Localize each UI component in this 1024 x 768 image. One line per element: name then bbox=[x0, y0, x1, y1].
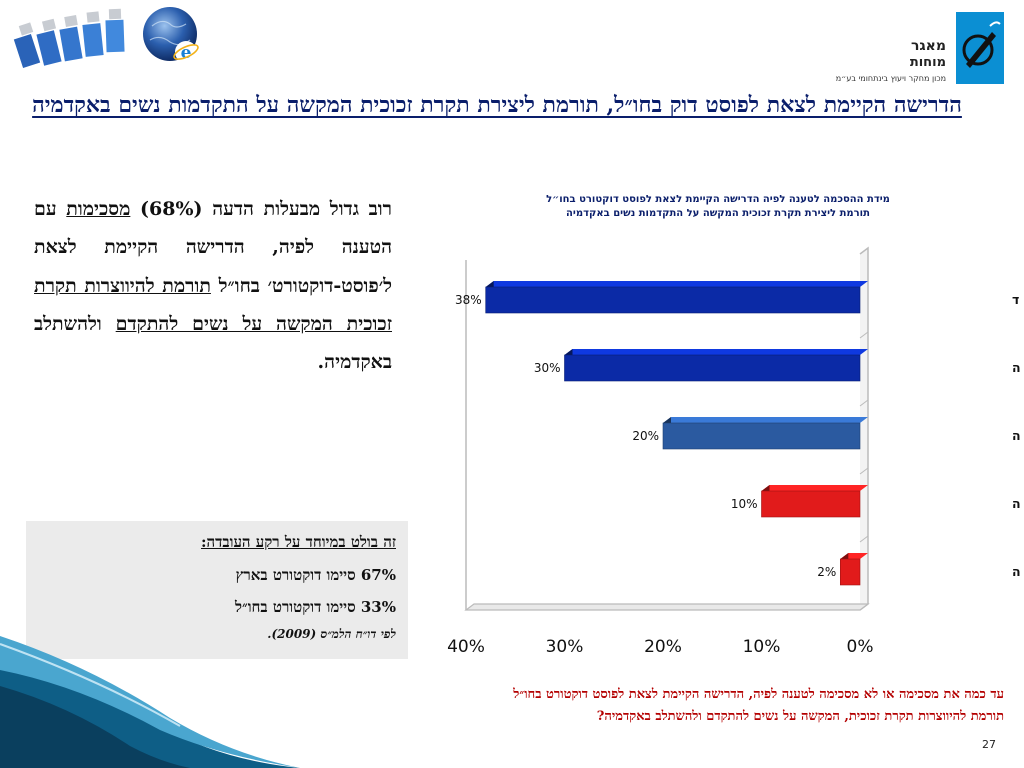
x-tick-label: 10% bbox=[743, 637, 781, 657]
usb-keys-art bbox=[13, 8, 125, 69]
wave-decoration bbox=[0, 636, 300, 768]
main-text-glass-ceiling-underlined: תורמת להיווצרות תקרת זכוכית המקשה על נשי… bbox=[34, 274, 392, 335]
info-box: זה בולט במיוחד על רקע העובדה: 67% סיימו … bbox=[26, 521, 408, 659]
chart-row-tick bbox=[859, 399, 869, 407]
bar-value-label: 10% bbox=[731, 497, 758, 511]
x-tick-label: 0% bbox=[847, 637, 874, 657]
question-line1: עד כמה את מסכימה או לא מסכימה לטענה לפיה… bbox=[513, 687, 1004, 702]
main-text-agree-underlined: מסכימות bbox=[66, 198, 131, 220]
main-text-part3: עם הטענה לפיה, הדרישה הקיימת לצאת ל׳פוסט… bbox=[34, 198, 392, 297]
category-label: לא מסכימה bbox=[1012, 496, 1020, 511]
category-label: מאד לא מסכימה bbox=[1012, 564, 1020, 579]
main-text-part1: רוב גדול מבעלות הדעה (68%) bbox=[130, 198, 392, 220]
chart-floor bbox=[464, 603, 870, 611]
bar-front-face bbox=[761, 490, 861, 518]
bar-top-face bbox=[564, 349, 868, 355]
bar-value-label: 2% bbox=[817, 565, 836, 579]
bar-front-face bbox=[485, 286, 861, 314]
bar-front-face bbox=[564, 354, 861, 382]
chart-row-tick bbox=[859, 467, 869, 475]
chart-title: מידת ההסכמה לטענה לפיה הדרישה הקיימת לצא… bbox=[438, 193, 998, 221]
logo-pen-icon bbox=[956, 12, 1004, 84]
info-box-line1: 67% סיימו דוקטורט בארץ bbox=[235, 566, 396, 584]
x-tick-label: 40% bbox=[447, 637, 485, 657]
chart-title-line2: תורמת ליצירת תקרת זכוכית המקשה על התקדמו… bbox=[566, 208, 870, 219]
info-box-line2: 33% סיימו דוקטורט בחו״ל bbox=[235, 598, 396, 616]
bar-value-label: 20% bbox=[632, 429, 659, 443]
logo-name-line2: מוחות bbox=[909, 55, 946, 70]
x-tick-label: 20% bbox=[644, 637, 682, 657]
chart-title-line1: מידת ההסכמה לטענה לפיה הדרישה הקיימת לצא… bbox=[546, 194, 890, 205]
bar-value-label: 30% bbox=[534, 361, 561, 375]
main-statement: רוב גדול מבעלות הדעה (68%) מסכימות עם הט… bbox=[34, 190, 392, 381]
bar-top-face bbox=[761, 485, 868, 491]
chart-row-tick bbox=[859, 331, 869, 339]
bar-front-face bbox=[839, 558, 861, 586]
bar-chart: 38% מסכימה מאד 30% מסכימה 20% ככה ככה 10% לא מס… bbox=[447, 246, 1020, 657]
page-title: הדרישה הקיימת לצאת לפוסט דוק בחו״ל, תורמ… bbox=[32, 92, 962, 118]
bar-top-face bbox=[663, 417, 868, 423]
globe-ie-icon: e bbox=[143, 7, 199, 63]
category-label: מסכימה bbox=[1012, 360, 1020, 375]
survey-question: עד כמה את מסכימה או לא מסכימה לטענה לפיה… bbox=[300, 684, 1004, 728]
bar-top-face bbox=[485, 281, 868, 287]
category-label: ככה ככה bbox=[1012, 428, 1020, 443]
info-box-title: זה בולט במיוחד על רקע העובדה: bbox=[201, 533, 396, 551]
question-line2: תורמת להיווצרות תקרת זכוכית, המקשה על נש… bbox=[596, 709, 1004, 724]
bar-front-face bbox=[662, 422, 861, 450]
category-label: מסכימה מאד bbox=[1012, 292, 1020, 307]
logo-subtitle: מכון מחקר ויעוץ בינתחומי בע״מ bbox=[835, 74, 946, 83]
svg-text:e: e bbox=[181, 43, 192, 63]
chart-row-tick bbox=[859, 535, 869, 543]
info-box-source: לפי דו״ח הלמ״ס (2009). bbox=[267, 627, 396, 641]
bar-value-label: 38% bbox=[455, 293, 482, 307]
page-number: 27 bbox=[982, 738, 996, 751]
main-text-part5: ולהשתלב באקדמיה. bbox=[34, 312, 392, 374]
logo-name-line1: מאגר bbox=[910, 38, 946, 54]
x-tick-label: 30% bbox=[546, 637, 584, 657]
logo: מאגר מוחות מכון מחקר ויעוץ בינתחומי בע״מ bbox=[808, 10, 1004, 88]
